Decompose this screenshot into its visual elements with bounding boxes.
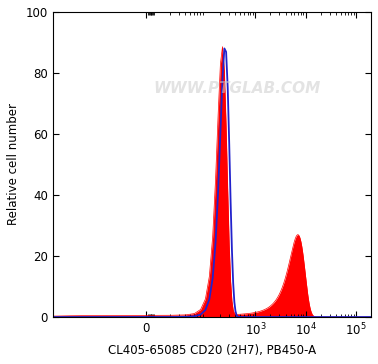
Y-axis label: Relative cell number: Relative cell number <box>7 103 20 225</box>
Text: WWW.PTGLAB.COM: WWW.PTGLAB.COM <box>154 81 321 96</box>
X-axis label: CL405-65085 CD20 (2H7), PB450-A: CL405-65085 CD20 (2H7), PB450-A <box>108 344 316 357</box>
